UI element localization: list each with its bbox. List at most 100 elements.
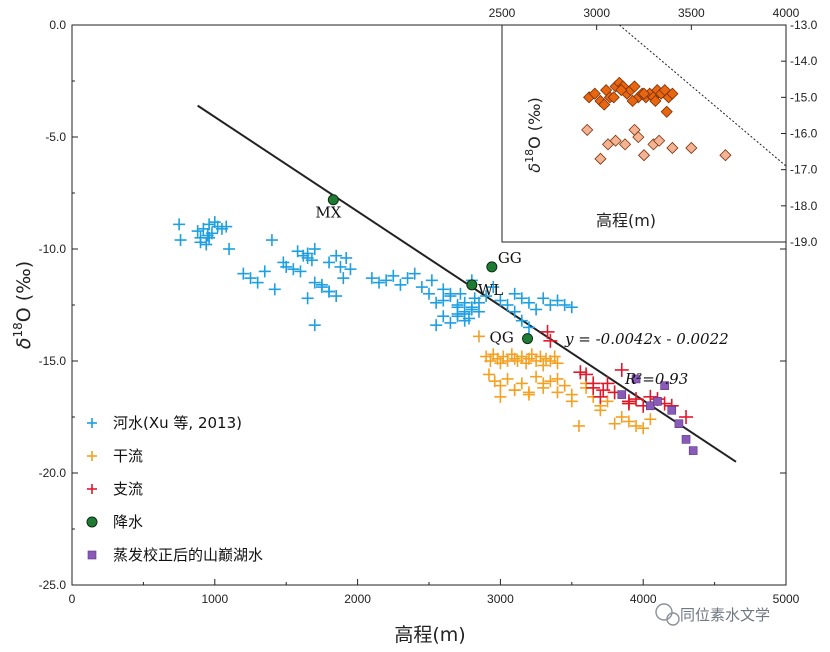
data-point: [465, 303, 478, 316]
data-point: [315, 278, 328, 291]
inset-x-tick-label: 4000: [773, 6, 800, 20]
data-point: [466, 279, 478, 291]
data-point: [515, 292, 528, 305]
data-point: [211, 220, 224, 233]
main-data-points: [173, 194, 698, 455]
data-point: [494, 294, 507, 307]
legend-marker: [87, 451, 97, 461]
inset-y-tick-label: -18.0: [790, 199, 818, 213]
data-point: [437, 310, 450, 323]
legend-label: 蒸发校正后的山巅湖水: [113, 546, 263, 564]
inset-data-point: [588, 87, 601, 100]
data-point: [522, 333, 534, 345]
inset-y-axis-title-sup: 18: [523, 149, 536, 163]
inset-y-tick-label: -16.0: [790, 127, 818, 141]
wechat-logo-bubble-large: [655, 603, 673, 621]
data-point: [327, 194, 339, 206]
data-point: [494, 379, 507, 392]
data-point: [437, 294, 450, 307]
legend-label: 河水(Xu 等, 2013): [113, 414, 242, 432]
data-point: [630, 419, 643, 432]
data-point: [515, 377, 528, 390]
data-point: [297, 249, 310, 262]
data-point: [423, 287, 435, 300]
x-tick-label: 3000: [487, 592, 514, 606]
data-point: [537, 292, 550, 305]
data-point: [486, 261, 498, 273]
legend-marker: [87, 484, 97, 494]
data-point: [430, 319, 443, 332]
r-squared-label: R²=0.93: [624, 370, 688, 388]
data-point: [615, 411, 628, 423]
x-tick-label: 1000: [201, 592, 228, 606]
legend-marker: [86, 516, 98, 528]
data-point: [265, 234, 278, 247]
data-point: [201, 229, 214, 242]
data-point: [174, 234, 187, 247]
site-label: WL: [478, 281, 503, 299]
data-point: [515, 314, 528, 327]
data-point: [430, 296, 443, 309]
data-point: [508, 384, 521, 397]
data-point: [608, 417, 621, 430]
data-point: [653, 397, 662, 406]
data-point: [508, 287, 521, 300]
data-point: [508, 352, 521, 365]
data-point: [451, 310, 464, 323]
data-point: [482, 368, 495, 381]
x-tick-label: 4000: [630, 592, 657, 606]
data-point: [637, 422, 650, 435]
watermark-text: 同位素水文学: [680, 606, 770, 624]
data-point: [508, 305, 521, 318]
inset-data-point: [719, 149, 732, 162]
data-point: [344, 263, 357, 276]
data-point: [337, 272, 350, 285]
y-tick-label: -20.0: [39, 466, 67, 480]
data-point: [548, 350, 561, 363]
legend-label: 干流: [113, 447, 143, 465]
data-point: [437, 283, 450, 296]
data-point: [525, 348, 538, 361]
data-point: [565, 395, 578, 408]
data-point: [586, 376, 601, 391]
data-point: [544, 375, 557, 388]
y-tick-label: -10.0: [39, 242, 67, 256]
data-point: [543, 333, 558, 348]
x-tick-label: 0: [69, 592, 76, 606]
data-point: [551, 372, 564, 385]
inset-data-point: [594, 152, 607, 165]
data-point: [688, 446, 698, 455]
data-point: [340, 251, 353, 264]
inset-data-point: [628, 80, 641, 93]
data-point: [487, 281, 500, 294]
data-point: [573, 365, 588, 380]
data-point: [191, 225, 204, 238]
legend-label: 支流: [113, 480, 143, 498]
y-tick-label: 0.0: [49, 18, 66, 32]
y-axis-title-delta: δ: [13, 337, 35, 349]
data-point: [644, 413, 657, 426]
inset-plot: 2500 3000 3500 4000 -13.0 -14.0 -15.0 -16.0 -17…: [489, 6, 818, 249]
data-point: [674, 419, 684, 429]
x-axis-title: 高程(m): [394, 624, 465, 646]
data-point: [294, 265, 307, 278]
y-axis-title-sup: 18: [11, 322, 25, 337]
data-point: [394, 278, 407, 291]
data-point: [425, 274, 438, 287]
inset-data-point: [666, 141, 679, 155]
data-point: [251, 276, 264, 289]
data-point: [330, 290, 343, 303]
inset-data-point: [626, 94, 639, 108]
data-point: [334, 260, 347, 273]
data-point: [472, 305, 485, 318]
data-point: [203, 218, 216, 231]
data-point: [287, 263, 300, 276]
x-tick-label: 2000: [344, 592, 371, 606]
data-point: [544, 299, 557, 311]
inset-data-point: [649, 94, 662, 108]
data-point: [660, 381, 669, 390]
data-point: [323, 285, 336, 298]
inset-data-point: [632, 131, 645, 144]
data-point: [444, 316, 457, 329]
data-point: [408, 267, 421, 280]
